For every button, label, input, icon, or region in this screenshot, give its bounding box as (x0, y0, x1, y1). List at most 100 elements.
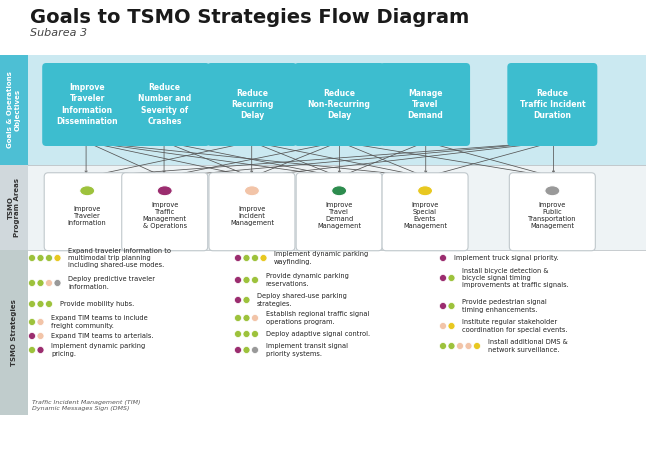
Text: Improve
Special
Events
Management: Improve Special Events Management (403, 202, 447, 229)
Circle shape (234, 297, 242, 303)
FancyBboxPatch shape (509, 173, 596, 251)
Circle shape (243, 346, 250, 354)
Circle shape (28, 255, 36, 261)
FancyBboxPatch shape (209, 173, 295, 251)
FancyBboxPatch shape (380, 63, 470, 146)
Circle shape (243, 276, 250, 284)
Circle shape (28, 319, 36, 325)
Text: Goals to TSMO Strategies Flow Diagram: Goals to TSMO Strategies Flow Diagram (30, 8, 469, 27)
Text: Improve
Traffic
Management
& Operations: Improve Traffic Management & Operations (143, 202, 187, 229)
Text: Improve
Traveler
Information
Dissemination: Improve Traveler Information Disseminati… (56, 83, 118, 126)
Circle shape (448, 274, 455, 282)
Circle shape (474, 342, 481, 350)
Polygon shape (0, 165, 28, 177)
Circle shape (448, 323, 455, 329)
FancyBboxPatch shape (28, 55, 646, 165)
Circle shape (243, 330, 250, 338)
Circle shape (45, 255, 52, 261)
Circle shape (251, 315, 258, 321)
Text: Install additional DMS &
network surveillance.: Install additional DMS & network surveil… (488, 339, 567, 353)
Circle shape (37, 319, 44, 325)
Text: Implement truck signal priority.: Implement truck signal priority. (453, 255, 558, 261)
Circle shape (251, 276, 258, 284)
FancyBboxPatch shape (28, 55, 646, 165)
Circle shape (439, 274, 446, 282)
Text: Provide pedestrian signal
timing enhancements.: Provide pedestrian signal timing enhance… (462, 299, 547, 313)
Text: Manage
Travel
Demand: Manage Travel Demand (407, 89, 443, 120)
Circle shape (234, 330, 242, 338)
FancyBboxPatch shape (121, 173, 208, 251)
Ellipse shape (417, 186, 433, 196)
FancyBboxPatch shape (507, 63, 598, 146)
FancyBboxPatch shape (294, 63, 384, 146)
Circle shape (28, 279, 36, 287)
Text: Expand TIM teams to arterials.: Expand TIM teams to arterials. (51, 333, 154, 339)
Text: Reduce
Number and
Severity of
Crashes: Reduce Number and Severity of Crashes (138, 83, 191, 126)
Text: Traffic Incident Management (TIM)
Dynamic Messages Sign (DMS): Traffic Incident Management (TIM) Dynami… (32, 400, 140, 411)
Circle shape (457, 342, 463, 350)
Circle shape (448, 302, 455, 310)
FancyBboxPatch shape (207, 63, 297, 146)
Circle shape (28, 301, 36, 307)
Circle shape (439, 323, 446, 329)
Circle shape (45, 301, 52, 307)
Text: Improve
Travel
Demand
Management: Improve Travel Demand Management (317, 202, 361, 229)
Text: Provide mobility hubs.: Provide mobility hubs. (59, 301, 134, 307)
Text: Reduce
Non-Recurring
Delay: Reduce Non-Recurring Delay (307, 89, 371, 120)
Ellipse shape (79, 186, 95, 196)
Circle shape (45, 279, 52, 287)
Text: Expand traveler information to
multimodal trip planning
including shared-use mod: Expand traveler information to multimoda… (68, 248, 171, 268)
Circle shape (448, 342, 455, 350)
FancyBboxPatch shape (0, 250, 28, 415)
Text: Deploy shared-use parking
strategies.: Deploy shared-use parking strategies. (257, 293, 347, 306)
Circle shape (54, 255, 61, 261)
Text: Implement transit signal
priority systems.: Implement transit signal priority system… (266, 343, 348, 356)
Text: Improve
Traveler
Information: Improve Traveler Information (68, 206, 107, 226)
Text: TSMO
Program Areas: TSMO Program Areas (8, 178, 21, 237)
Text: TSMO Strategies: TSMO Strategies (11, 299, 17, 366)
Circle shape (54, 279, 61, 287)
Text: Establish regional traffic signal
operations program.: Establish regional traffic signal operat… (266, 311, 369, 324)
FancyBboxPatch shape (28, 165, 646, 250)
Circle shape (234, 255, 242, 261)
Circle shape (234, 276, 242, 284)
Circle shape (37, 301, 44, 307)
Text: Implement dynamic parking
pricing.: Implement dynamic parking pricing. (51, 343, 145, 356)
Circle shape (251, 346, 258, 354)
Text: Reduce
Traffic Incident
Duration: Reduce Traffic Incident Duration (519, 89, 585, 120)
FancyBboxPatch shape (0, 55, 28, 165)
Text: Goals & Operations
Objectives: Goals & Operations Objectives (8, 72, 21, 148)
Circle shape (37, 279, 44, 287)
Text: Deploy adaptive signal control.: Deploy adaptive signal control. (266, 331, 370, 337)
Circle shape (251, 255, 258, 261)
Text: Provide dynamic parking
reservations.: Provide dynamic parking reservations. (266, 273, 348, 287)
FancyBboxPatch shape (120, 63, 210, 146)
Circle shape (243, 255, 250, 261)
Text: Reduce
Recurring
Delay: Reduce Recurring Delay (231, 89, 273, 120)
Circle shape (28, 333, 36, 339)
Polygon shape (0, 250, 28, 260)
FancyBboxPatch shape (0, 165, 28, 250)
Circle shape (243, 297, 250, 303)
Circle shape (37, 346, 44, 354)
Text: Install bicycle detection &
bicycle signal timing
improvements at traffic signal: Install bicycle detection & bicycle sign… (462, 268, 568, 288)
Text: Improve
Public
Transportation
Management: Improve Public Transportation Management (528, 202, 577, 229)
Circle shape (439, 342, 446, 350)
FancyBboxPatch shape (296, 173, 382, 251)
Ellipse shape (244, 186, 260, 196)
FancyBboxPatch shape (44, 173, 130, 251)
Text: Implement dynamic parking
wayfinding.: Implement dynamic parking wayfinding. (274, 252, 368, 265)
FancyBboxPatch shape (42, 63, 132, 146)
Circle shape (37, 333, 44, 339)
Circle shape (465, 342, 472, 350)
Text: Expand TIM teams to include
freight community.: Expand TIM teams to include freight comm… (51, 315, 148, 328)
Circle shape (234, 315, 242, 321)
Text: Institute regular stakeholder
coordination for special events.: Institute regular stakeholder coordinati… (462, 320, 567, 333)
Text: Subarea 3: Subarea 3 (30, 28, 87, 38)
Circle shape (260, 255, 267, 261)
Text: Improve
Incident
Management: Improve Incident Management (230, 206, 274, 226)
Circle shape (37, 255, 44, 261)
Circle shape (439, 255, 446, 261)
Circle shape (28, 346, 36, 354)
Ellipse shape (331, 186, 347, 196)
